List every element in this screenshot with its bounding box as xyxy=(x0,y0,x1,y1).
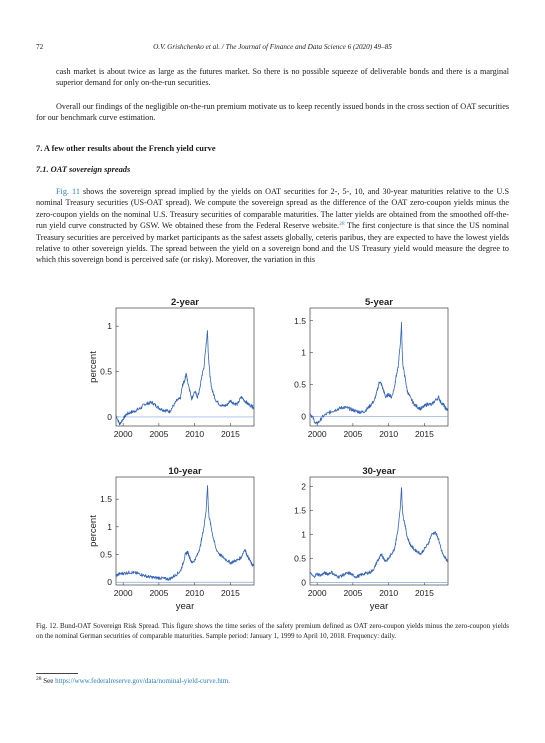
x-tick-label: 2000 xyxy=(308,429,327,439)
y-tick-label: 1.5 xyxy=(294,506,306,516)
y-tick-label: 0 xyxy=(107,412,112,422)
y-tick-label: 0 xyxy=(107,577,112,587)
plot-frame xyxy=(115,307,255,427)
x-tick-label: 2000 xyxy=(114,588,133,598)
page-number: 72 xyxy=(36,43,44,51)
paragraph-sovereign-spreads: Fig. 11 shows the sovereign spread impli… xyxy=(36,186,509,266)
figure-caption: Fig. 12. Bund-OAT Sovereign Risk Spread.… xyxy=(36,622,509,640)
paragraph-overall-findings: Overall our findings of the negligible o… xyxy=(36,102,510,123)
footnote-link[interactable]: https://www.federalreserve.gov/data/nomi… xyxy=(55,677,230,685)
chart-title: 5-year xyxy=(365,297,393,308)
footnote-ref[interactable]: 28 xyxy=(339,221,345,228)
x-tick-label: 2010 xyxy=(185,588,204,598)
plot-frame xyxy=(309,307,449,427)
footnote-number: 28 xyxy=(36,676,42,682)
x-tick-label: 2005 xyxy=(149,588,168,598)
running-head: O.V. Grishchenko et al. / The Journal of… xyxy=(153,43,392,51)
x-tick-label: 2015 xyxy=(415,588,434,598)
chart-title: 10-year xyxy=(168,466,202,477)
y-tick-label: 1 xyxy=(301,530,306,540)
plot-frame xyxy=(115,476,255,586)
x-tick-label: 2000 xyxy=(308,588,327,598)
x-tick-label: 2000 xyxy=(114,429,133,439)
section-heading: 7. A few other results about the French … xyxy=(36,144,216,153)
y-tick-label: 1 xyxy=(107,321,112,331)
series-line xyxy=(309,321,449,425)
chart-title: 2-year xyxy=(171,297,199,308)
x-tick-label: 2005 xyxy=(149,429,168,439)
y-axis-label: percent xyxy=(88,515,99,547)
x-tick-label: 2005 xyxy=(343,588,362,598)
x-tick-label: 2010 xyxy=(379,429,398,439)
y-tick-label: 1.5 xyxy=(294,316,306,326)
chart-title: 30-year xyxy=(362,466,396,477)
series-line xyxy=(115,330,255,426)
x-axis-label: year xyxy=(370,601,388,612)
subsection-heading: 7.1. OAT sovereign spreads xyxy=(36,165,131,174)
y-tick-label: 1.5 xyxy=(100,494,112,504)
x-tick-label: 2005 xyxy=(343,429,362,439)
x-tick-label: 2015 xyxy=(221,429,240,439)
page-header: 72 O.V. Grishchenko et al. / The Journal… xyxy=(36,43,509,55)
y-tick-label: 0.5 xyxy=(100,550,112,560)
series-line xyxy=(115,485,254,581)
plot-frame xyxy=(309,476,449,586)
paragraph-continuation: cash market is about twice as large as t… xyxy=(56,67,509,88)
paragraph-text-a: shows the sovereign spread implied by th… xyxy=(36,187,510,231)
y-tick-label: 0.5 xyxy=(294,380,306,390)
y-tick-label: 0.5 xyxy=(294,554,306,564)
x-tick-label: 2010 xyxy=(379,588,398,598)
paragraph-text-b: The first conjecture is that since the U… xyxy=(36,221,509,265)
x-axis-label: year xyxy=(176,601,194,612)
y-tick-label: 0.5 xyxy=(100,367,112,377)
series-line xyxy=(309,487,448,579)
y-tick-label: 1 xyxy=(301,348,306,358)
y-tick-label: 1 xyxy=(107,522,112,532)
y-axis-label: percent xyxy=(88,351,99,383)
figure-link[interactable]: Fig. 11 xyxy=(56,187,80,196)
footnote-text: See xyxy=(41,677,56,685)
x-tick-label: 2010 xyxy=(185,429,204,439)
y-tick-label: 2 xyxy=(301,482,306,492)
footnote: 28 See https://www.federalreserve.gov/da… xyxy=(36,676,230,685)
x-tick-label: 2015 xyxy=(415,429,434,439)
y-tick-label: 0 xyxy=(301,411,306,421)
x-tick-label: 2015 xyxy=(221,588,240,598)
footnote-rule xyxy=(36,673,78,674)
y-tick-label: 0 xyxy=(301,578,306,588)
